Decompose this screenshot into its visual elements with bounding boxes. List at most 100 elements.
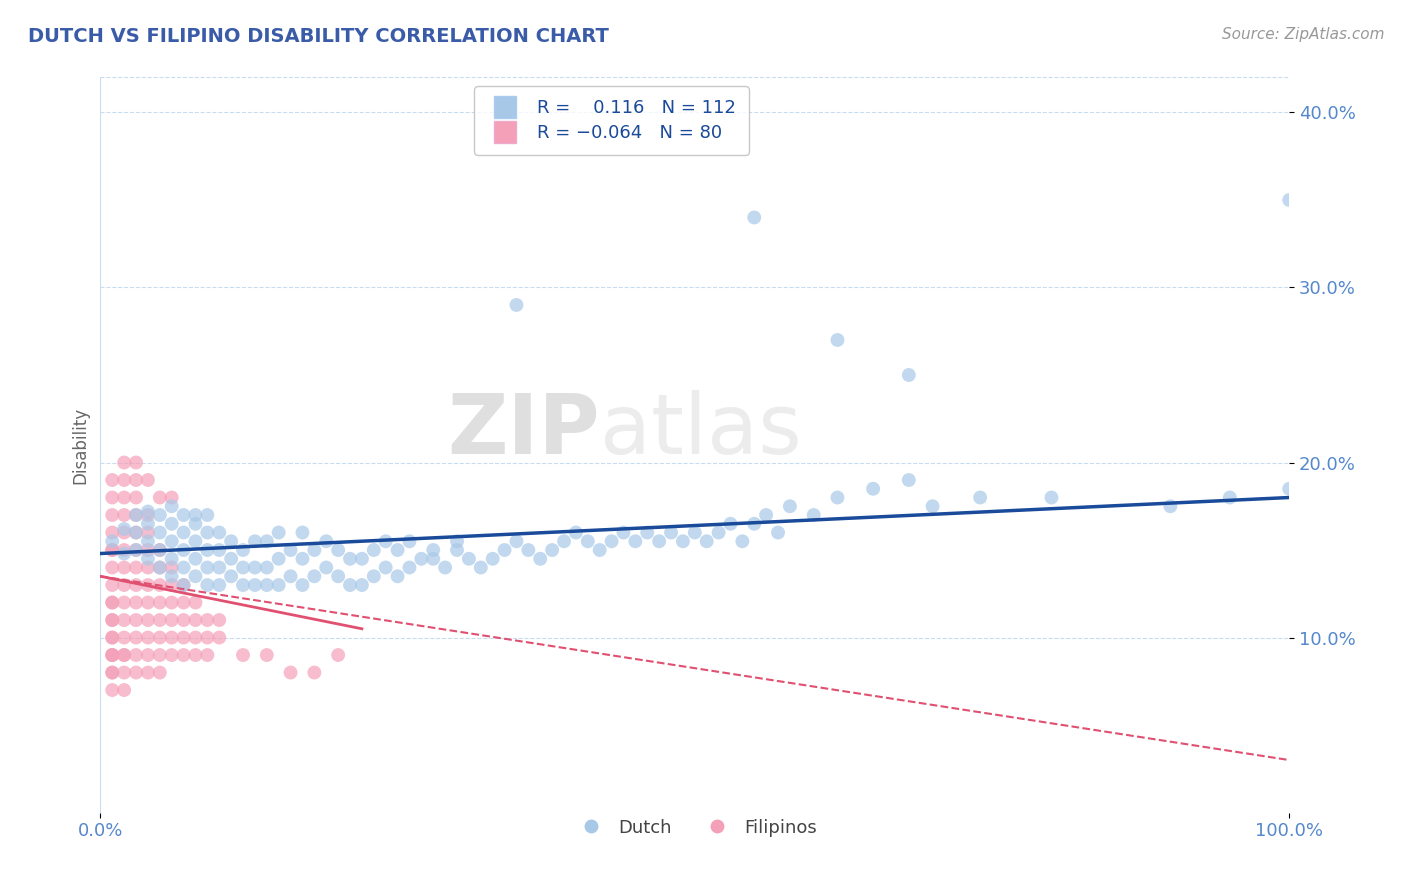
Point bbox=[101, 534, 124, 549]
Point bbox=[101, 560, 124, 574]
Point bbox=[173, 525, 195, 540]
Point bbox=[112, 456, 135, 470]
Point bbox=[219, 551, 242, 566]
Point bbox=[136, 551, 159, 566]
Point bbox=[232, 578, 254, 592]
Point bbox=[125, 508, 148, 522]
Point bbox=[195, 613, 218, 627]
Point bbox=[494, 543, 516, 558]
Point bbox=[136, 613, 159, 627]
Point bbox=[136, 665, 159, 680]
Point bbox=[149, 613, 172, 627]
Text: Source: ZipAtlas.com: Source: ZipAtlas.com bbox=[1222, 27, 1385, 42]
Point bbox=[125, 508, 148, 522]
Point bbox=[101, 613, 124, 627]
Point bbox=[136, 534, 159, 549]
Point bbox=[125, 525, 148, 540]
Point bbox=[160, 595, 183, 609]
Point bbox=[280, 665, 302, 680]
Point bbox=[1040, 491, 1063, 505]
Point bbox=[112, 595, 135, 609]
Point bbox=[160, 631, 183, 645]
Point bbox=[304, 543, 326, 558]
Point bbox=[149, 491, 172, 505]
Point bbox=[755, 508, 778, 522]
Point bbox=[470, 560, 492, 574]
Point bbox=[350, 578, 373, 592]
Point bbox=[827, 333, 849, 347]
Point bbox=[481, 551, 503, 566]
Point bbox=[112, 683, 135, 698]
Point bbox=[304, 665, 326, 680]
Text: atlas: atlas bbox=[600, 390, 801, 471]
Point bbox=[326, 648, 349, 662]
Point bbox=[136, 504, 159, 518]
Point bbox=[149, 595, 172, 609]
Point bbox=[232, 560, 254, 574]
Point bbox=[101, 473, 124, 487]
Point bbox=[195, 560, 218, 574]
Point bbox=[1159, 500, 1181, 514]
Point bbox=[291, 578, 314, 592]
Point bbox=[112, 648, 135, 662]
Point bbox=[326, 569, 349, 583]
Point bbox=[173, 543, 195, 558]
Point bbox=[160, 491, 183, 505]
Point bbox=[101, 578, 124, 592]
Point bbox=[195, 525, 218, 540]
Point bbox=[136, 648, 159, 662]
Point bbox=[291, 525, 314, 540]
Point bbox=[101, 613, 124, 627]
Point bbox=[208, 560, 231, 574]
Point bbox=[387, 569, 409, 583]
Point bbox=[195, 648, 218, 662]
Point bbox=[125, 631, 148, 645]
Point bbox=[112, 613, 135, 627]
Point bbox=[112, 543, 135, 558]
Point bbox=[446, 543, 468, 558]
Point bbox=[446, 534, 468, 549]
Point bbox=[779, 500, 801, 514]
Point bbox=[589, 543, 612, 558]
Point bbox=[149, 525, 172, 540]
Point bbox=[505, 534, 527, 549]
Point bbox=[422, 543, 444, 558]
Point bbox=[1278, 482, 1301, 496]
Point bbox=[136, 525, 159, 540]
Point bbox=[101, 648, 124, 662]
Point bbox=[576, 534, 599, 549]
Point bbox=[160, 648, 183, 662]
Point bbox=[112, 525, 135, 540]
Point bbox=[101, 665, 124, 680]
Point bbox=[208, 543, 231, 558]
Point bbox=[101, 595, 124, 609]
Point bbox=[731, 534, 754, 549]
Point bbox=[101, 525, 124, 540]
Y-axis label: Disability: Disability bbox=[72, 407, 89, 483]
Point bbox=[173, 613, 195, 627]
Point bbox=[125, 543, 148, 558]
Point bbox=[683, 525, 706, 540]
Point bbox=[374, 560, 396, 574]
Point bbox=[184, 595, 207, 609]
Point bbox=[291, 551, 314, 566]
Point bbox=[184, 648, 207, 662]
Point bbox=[184, 613, 207, 627]
Point bbox=[136, 516, 159, 531]
Point bbox=[101, 543, 124, 558]
Point bbox=[125, 613, 148, 627]
Point bbox=[600, 534, 623, 549]
Point bbox=[136, 508, 159, 522]
Point bbox=[136, 560, 159, 574]
Point bbox=[160, 560, 183, 574]
Point bbox=[256, 560, 278, 574]
Point bbox=[458, 551, 481, 566]
Point bbox=[184, 534, 207, 549]
Point bbox=[827, 491, 849, 505]
Point bbox=[184, 508, 207, 522]
Point bbox=[101, 683, 124, 698]
Point bbox=[160, 500, 183, 514]
Point bbox=[173, 648, 195, 662]
Point bbox=[160, 551, 183, 566]
Point bbox=[243, 560, 266, 574]
